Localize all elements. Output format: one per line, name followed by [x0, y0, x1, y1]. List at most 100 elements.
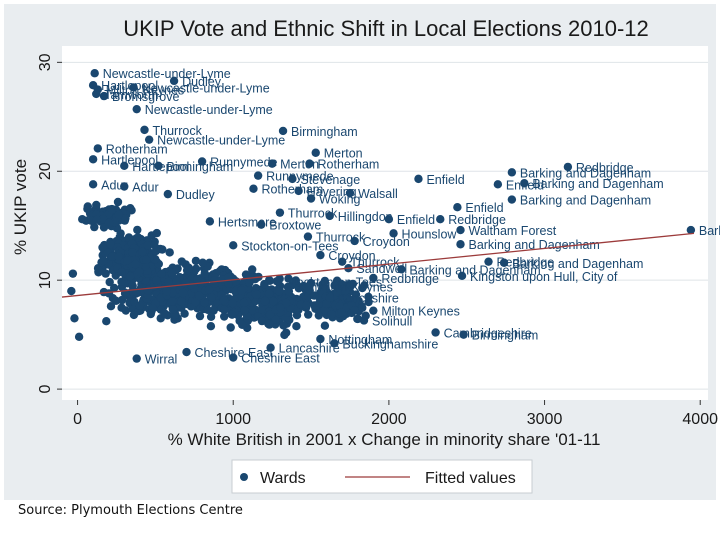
ward-point-label: Milton Keynes	[314, 281, 393, 295]
ward-cloud-point	[143, 241, 153, 250]
ward-cloud-point	[220, 305, 229, 314]
ward-cloud-point	[128, 248, 137, 257]
ward-point	[459, 330, 468, 339]
ward-point-label: Adur	[132, 181, 158, 195]
ward-point-label: Thurrock	[153, 124, 203, 138]
ward-point-label: Solihull	[372, 314, 412, 328]
ward-point	[294, 186, 303, 196]
ward-point	[431, 328, 440, 337]
ward-cloud-point	[227, 310, 237, 319]
scatter-chart: UKIP Vote and Ethnic Shift in Local Elec…	[4, 4, 720, 500]
ward-cloud-point	[193, 275, 202, 284]
ward-cloud-point	[260, 296, 270, 306]
ward-cloud-point	[114, 210, 124, 219]
ward-cloud-point	[143, 285, 153, 295]
ward-point-label: Broxtowe	[269, 219, 321, 233]
ward-cloud-point	[198, 258, 207, 267]
ward-cloud-point	[117, 303, 126, 312]
ward-point	[325, 293, 334, 302]
ward-point-label: Hounslow	[402, 227, 458, 241]
ward-cloud-point	[265, 289, 274, 298]
ward-cloud-point	[304, 310, 313, 319]
ward-point	[311, 148, 320, 157]
ward-cloud-point	[220, 312, 229, 321]
chart-title: UKIP Vote and Ethnic Shift in Local Elec…	[123, 16, 649, 41]
ward-point	[93, 144, 103, 153]
ward-cloud-point	[341, 286, 350, 296]
ward-point-label: Waltham Forest	[468, 224, 556, 238]
ward-cloud-point	[350, 306, 359, 315]
ward-point-label: Enfield	[397, 213, 435, 227]
ward-cloud-point	[160, 308, 169, 318]
ward-point	[67, 286, 76, 296]
ward-cloud-point	[131, 260, 140, 269]
ward-cloud-point	[133, 225, 142, 235]
ward-point	[389, 229, 398, 238]
ward-point-label: Newcastle-under-Lyme	[142, 81, 270, 95]
ward-cloud-point	[152, 276, 161, 285]
ward-point	[563, 162, 573, 172]
ward-point	[154, 161, 163, 171]
ward-point-label: Milton Keynes	[381, 305, 460, 319]
ward-cloud-point	[98, 243, 107, 252]
ward-point	[120, 182, 129, 191]
ward-cloud-point	[337, 280, 347, 289]
ward-point	[384, 214, 394, 224]
ward-cloud-point	[302, 301, 311, 310]
fitted-line-group	[61, 232, 695, 298]
ward-point-label: Rotherham	[318, 158, 380, 172]
plot-area: 0 10 20 30 0 1000 2000 3000 4000 Newcastle-unde…	[37, 46, 720, 428]
ward-point-label: Barking and Dagenham	[532, 177, 663, 191]
ward-point	[74, 332, 84, 342]
ward-cloud-point	[181, 279, 190, 288]
ward-point	[507, 168, 517, 177]
ward-cloud-point	[110, 283, 119, 293]
ward-point-label: Dudley	[182, 75, 222, 89]
ward-point-label: Newcastle-under-Lyme	[157, 134, 285, 148]
ward-cloud-point	[330, 281, 339, 290]
ward-point	[257, 220, 266, 229]
ward-cloud-point	[168, 297, 177, 306]
ward-cloud-point	[195, 311, 205, 321]
ward-point-label: Redbridge	[381, 272, 439, 286]
y-tick-label-20: 20	[37, 162, 54, 180]
ward-point-label: Wirral	[145, 353, 178, 367]
ward-cloud-point	[204, 285, 214, 294]
ward-cloud-point	[177, 257, 186, 266]
ward-cloud-point	[322, 299, 331, 309]
ward-point	[456, 225, 465, 235]
ward-cloud-point	[90, 222, 99, 232]
ward-cloud-point	[310, 291, 319, 300]
ward-point	[229, 241, 238, 250]
ward-point	[305, 159, 314, 168]
ward-point-label: Merton	[324, 147, 363, 161]
ward-point-label: Stevenage	[300, 173, 360, 187]
ward-points: Newcastle-under-LymeDudleyHartlepoolNewc…	[67, 67, 720, 367]
x-tick-label-0: 0	[73, 411, 82, 428]
ward-cloud-point	[269, 297, 278, 306]
ward-cloud-point	[92, 215, 101, 224]
ward-point	[99, 91, 109, 101]
ward-cloud-point	[191, 297, 200, 307]
ward-point	[303, 232, 313, 241]
ward-point-label: Hillingdon	[338, 210, 393, 224]
ward-cloud-point	[177, 297, 186, 306]
ward-point-label: Barking and Dagenham	[520, 194, 651, 208]
ward-cloud-point	[106, 302, 116, 311]
ward-point	[249, 184, 258, 193]
ward-point-label: Newcastle-under-Lyme	[145, 103, 273, 117]
ward-cloud-point	[245, 278, 254, 287]
ward-cloud-point	[265, 310, 275, 319]
ward-point	[144, 135, 154, 144]
ward-cloud-point	[348, 279, 358, 289]
ward-cloud-point	[150, 241, 159, 250]
ward-cloud-point	[275, 287, 284, 296]
ward-point	[88, 155, 98, 164]
ward-cloud-point	[146, 309, 155, 319]
ward-point	[499, 258, 509, 267]
ward-point	[70, 314, 79, 323]
ward-point	[507, 195, 517, 204]
fitted-values-line	[61, 232, 695, 298]
ward-cloud-point	[121, 214, 130, 223]
ward-cloud-point	[207, 292, 216, 302]
